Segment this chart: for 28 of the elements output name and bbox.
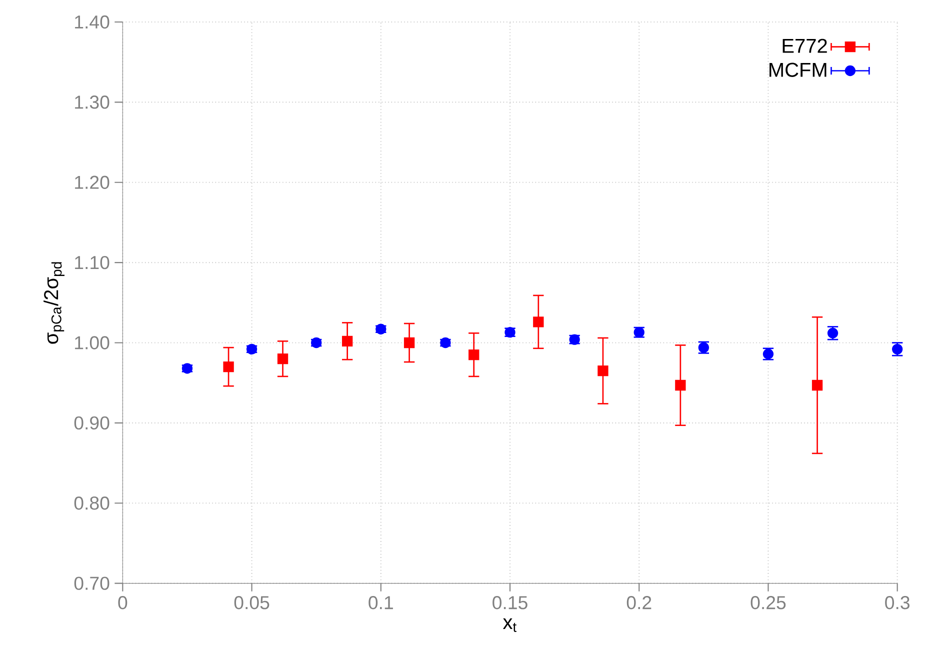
point xyxy=(598,365,608,376)
x-tick-label: 0.1 xyxy=(368,596,393,610)
y-tick-label: 1.00 xyxy=(75,336,110,350)
point xyxy=(675,380,686,391)
x-tick-label: 0.15 xyxy=(492,596,528,610)
point xyxy=(533,316,544,328)
x-axis-title: x$_{t}$ xyxy=(502,618,517,632)
y-tick-label: 0.70 xyxy=(74,576,110,590)
y-tick-label: 1.30 xyxy=(75,96,110,109)
y-axis-title: σ$_{pCa}$/2σ$_{pd}$ xyxy=(44,262,64,344)
x-tick-label: 0 xyxy=(118,596,128,610)
point xyxy=(277,353,288,364)
x-tick-label: 0.25 xyxy=(750,596,786,610)
y-tick-label: 1.40 xyxy=(75,15,110,29)
legend-label: E772 xyxy=(782,38,827,53)
x-tick-label: 0.3 xyxy=(885,596,910,610)
y-tick-label: 1.20 xyxy=(75,176,110,189)
y-tick-label: 0.90 xyxy=(74,416,110,430)
point xyxy=(223,361,234,372)
x-tick-label: 0.2 xyxy=(626,596,652,610)
y-tick-label: 1.10 xyxy=(75,256,110,270)
x-tick-label: 0.05 xyxy=(234,596,270,610)
point xyxy=(468,349,480,360)
point xyxy=(812,380,823,391)
legend-label: MCFM xyxy=(770,62,826,77)
y-tick-label: 0.80 xyxy=(74,496,110,510)
point xyxy=(404,337,415,348)
point xyxy=(342,336,353,346)
